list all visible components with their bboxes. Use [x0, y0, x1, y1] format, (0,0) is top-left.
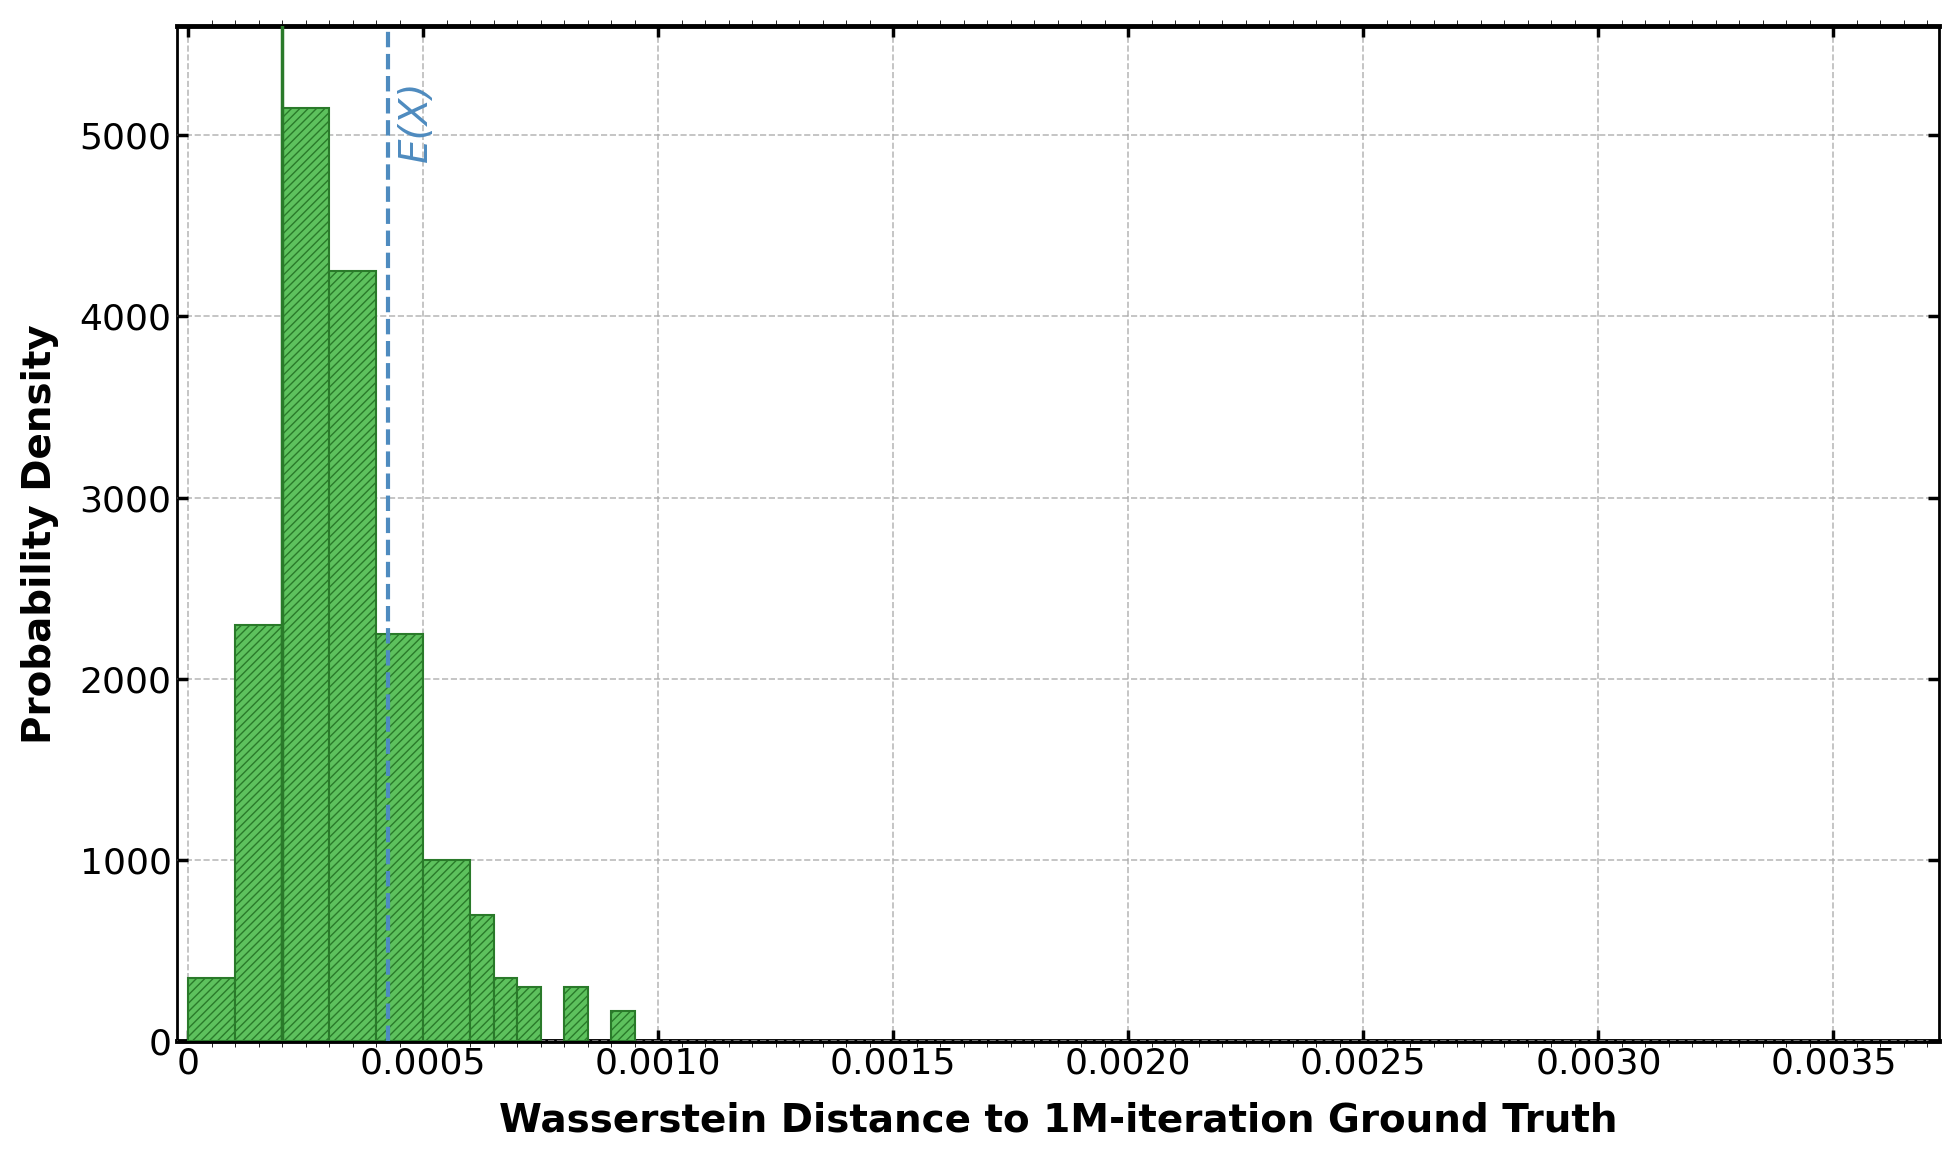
Bar	[517, 987, 541, 1042]
Bar	[494, 978, 517, 1042]
Bar	[329, 271, 376, 1042]
X-axis label: Wasserstein Distance to 1M-iteration Ground Truth: Wasserstein Distance to 1M-iteration Gro…	[498, 1101, 1617, 1139]
Bar	[612, 1010, 635, 1042]
Bar	[235, 624, 282, 1042]
Bar	[470, 914, 494, 1042]
Bar	[376, 633, 423, 1042]
Bar	[423, 861, 470, 1042]
Bar	[564, 987, 588, 1042]
Bar	[282, 108, 329, 1042]
Text: E(X): E(X)	[396, 81, 435, 162]
Y-axis label: Probability Density: Probability Density	[22, 324, 59, 744]
Bar	[188, 978, 235, 1042]
